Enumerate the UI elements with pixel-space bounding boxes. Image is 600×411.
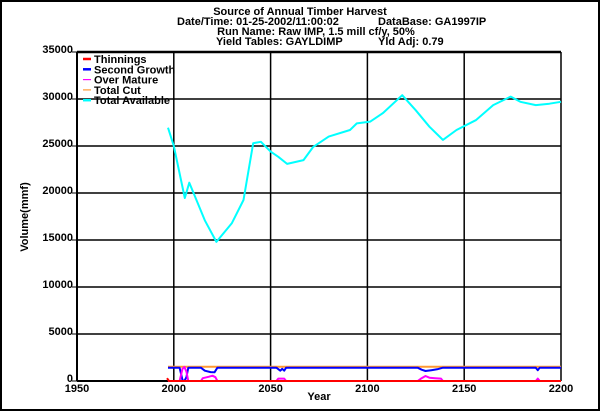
series-line-total-available (167, 94, 562, 243)
subtitle-datetime: Date/Time: 01-25-2002/11:00:02 (177, 16, 339, 28)
legend-label: Total Cut (94, 85, 141, 97)
series-line-over-mature (168, 365, 561, 382)
x-tick-label: 2100 (355, 383, 379, 395)
y-tick-label: 30000 (42, 91, 73, 103)
y-axis-label: Volume(mmf) (19, 182, 31, 252)
x-tick-label: 2050 (258, 383, 282, 395)
x-tick-label: 2000 (162, 383, 186, 395)
y-tick-label: 10000 (42, 279, 73, 291)
y-tick-label: 5000 (49, 326, 73, 338)
series-line-thinnings (166, 377, 561, 382)
y-tick-label: 35000 (42, 44, 73, 56)
y-tick-label: 25000 (42, 138, 73, 150)
legend-label: Second Growth (94, 64, 176, 76)
y-tick-label: 15000 (42, 232, 73, 244)
legend-label: Thinnings (94, 54, 147, 66)
y-tick-label: 0 (67, 373, 73, 385)
x-tick-label: 2150 (452, 383, 476, 395)
legend-label: Over Mature (94, 75, 158, 87)
x-axis-label: Year (307, 391, 331, 403)
chart-title: Source of Annual Timber Harvest (213, 6, 387, 18)
subtitle-yld-adj: Yld Adj: 0.79 (378, 36, 444, 48)
x-tick-label: 2200 (549, 383, 573, 395)
subtitle-run-name: Run Name: Raw IMP, 1.5 mill cf/y, 50% (217, 26, 415, 38)
subtitle-yield-tables: Yield Tables: GAYLDIMP (216, 36, 343, 48)
subtitle-database: DataBase: GA1997IP (378, 16, 486, 28)
x-tick-label: 1950 (65, 383, 89, 395)
legend-label: Total Available (94, 95, 170, 107)
series-line-second-growth (168, 366, 561, 382)
y-tick-label: 20000 (42, 185, 73, 197)
